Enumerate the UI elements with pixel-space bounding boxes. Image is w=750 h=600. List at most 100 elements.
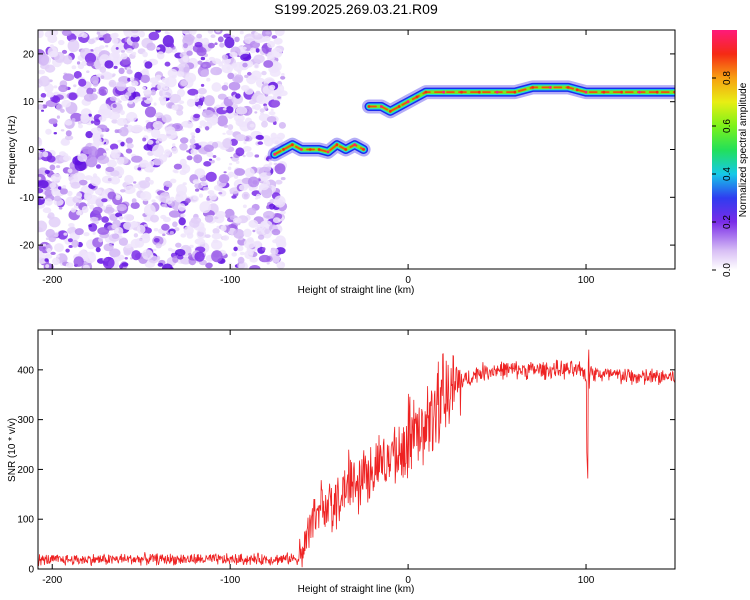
noise-blob — [126, 48, 133, 54]
noise-blob — [255, 134, 264, 140]
noise-blob — [38, 75, 51, 87]
colorbar-tick-label: 0.0 — [722, 263, 733, 277]
noise-blob — [92, 134, 98, 139]
noise-blob — [194, 94, 198, 98]
noise-blob — [265, 31, 271, 35]
noise-blob — [261, 120, 268, 128]
noise-blob — [183, 43, 188, 49]
snr-line — [38, 349, 675, 568]
noise-blob — [147, 139, 154, 145]
noise-blob — [167, 247, 173, 252]
trace-point — [362, 148, 365, 151]
noise-blob — [172, 221, 178, 228]
noise-blob — [157, 133, 168, 142]
noise-blob — [95, 247, 101, 253]
noise-blob — [88, 224, 92, 228]
noise-blob — [67, 168, 73, 174]
noise-blob — [231, 195, 237, 199]
noise-blob — [227, 124, 234, 131]
trace-point — [388, 109, 392, 113]
noise-blob — [270, 108, 274, 112]
noise-blob — [192, 179, 200, 184]
noise-blob — [38, 53, 50, 66]
noise-blob — [202, 64, 207, 68]
noise-blob — [190, 132, 195, 136]
noise-blob — [254, 154, 260, 158]
noise-blob — [86, 70, 90, 73]
noise-blob — [211, 232, 222, 240]
trace-point — [308, 148, 312, 151]
noise-blob — [183, 34, 195, 42]
noise-blob — [189, 138, 196, 145]
noise-blob — [204, 215, 214, 223]
noise-blob — [162, 87, 173, 98]
noise-blob — [262, 85, 274, 95]
noise-blob — [155, 123, 160, 127]
noise-blob — [271, 35, 278, 39]
noise-blob — [142, 51, 148, 58]
noise-blob — [116, 118, 128, 126]
noise-blob — [110, 148, 121, 159]
noise-blob — [167, 68, 178, 78]
noise-blob — [262, 135, 271, 142]
noise-blob — [266, 116, 277, 123]
noise-blob — [169, 93, 182, 104]
noise-blob — [84, 175, 93, 181]
noise-blob — [144, 61, 153, 69]
noise-blob — [67, 238, 73, 243]
noise-blob — [271, 228, 281, 236]
noise-blob — [228, 81, 241, 91]
noise-blob — [198, 94, 204, 98]
noise-blob — [231, 252, 237, 257]
noise-blob — [50, 173, 62, 182]
noise-blob — [204, 126, 210, 131]
noise-blob — [126, 143, 134, 149]
colorbar-tick-label: 0.6 — [722, 119, 733, 133]
noise-blob — [142, 137, 147, 142]
noise-blob — [198, 226, 206, 233]
noise-blob — [183, 225, 194, 236]
noise-blob — [220, 225, 227, 232]
noise-blob — [54, 243, 64, 253]
noise-blob — [118, 216, 124, 220]
noise-blob — [101, 216, 109, 223]
noise-blob — [190, 148, 198, 156]
noise-blob — [253, 103, 261, 111]
noise-blob — [136, 224, 146, 234]
noise-blob — [53, 195, 62, 202]
colorbar-tick-label: 0.4 — [722, 167, 733, 181]
noise-blob — [110, 33, 118, 39]
noise-blob — [111, 119, 119, 124]
noise-blob — [162, 233, 166, 237]
noise-blob — [235, 118, 244, 127]
noise-blob — [165, 183, 171, 188]
noise-blob — [211, 82, 222, 92]
noise-blob — [223, 82, 229, 86]
noise-blob — [89, 204, 95, 210]
noise-blob — [207, 30, 214, 34]
noise-blob — [75, 192, 83, 199]
noise-blob — [56, 254, 60, 258]
noise-blob — [232, 61, 244, 72]
trace-point — [367, 105, 371, 108]
noise-blob — [38, 104, 44, 110]
noise-blob — [239, 30, 244, 35]
noise-blob — [194, 251, 205, 262]
noise-blob — [78, 90, 85, 96]
noise-blob — [244, 87, 254, 95]
noise-blob — [151, 199, 156, 203]
noise-blob — [268, 111, 276, 116]
noise-blob — [133, 233, 139, 238]
noise-blob — [108, 233, 121, 242]
trace-point — [424, 90, 428, 94]
noise-blob — [182, 55, 189, 63]
noise-blob — [115, 47, 119, 50]
noise-blob — [235, 93, 241, 99]
noise-blob — [196, 33, 203, 39]
noise-blob — [280, 210, 286, 215]
noise-blob — [81, 206, 89, 213]
noise-blob — [171, 104, 179, 111]
noise-blob — [261, 70, 267, 76]
noise-blob — [99, 66, 107, 73]
noise-blob — [84, 251, 97, 264]
